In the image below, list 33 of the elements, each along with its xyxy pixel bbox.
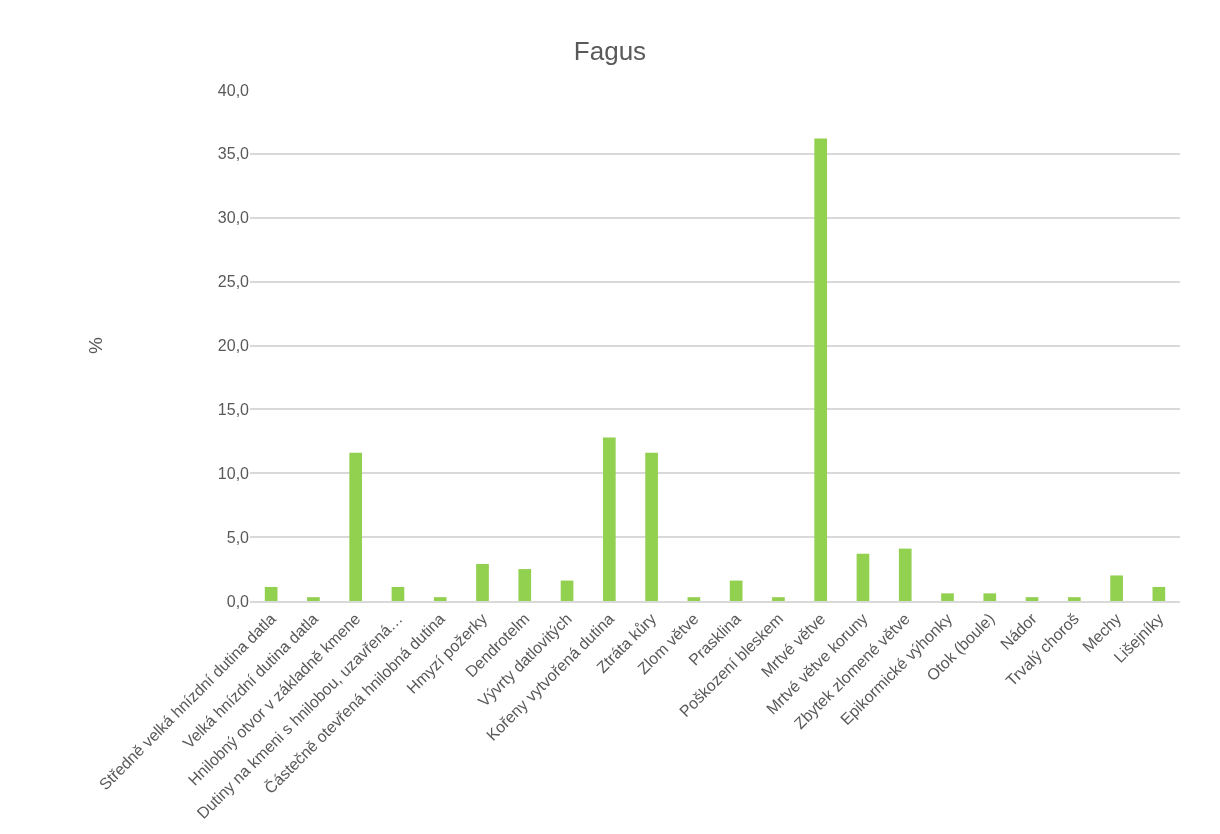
bar bbox=[645, 452, 658, 601]
bar bbox=[1025, 597, 1039, 601]
y-tick-label: 10,0 bbox=[217, 464, 250, 482]
y-tick-label: 0,0 bbox=[226, 592, 250, 610]
bar bbox=[898, 548, 912, 601]
bar bbox=[1152, 586, 1166, 601]
bar bbox=[941, 593, 954, 601]
y-tick-label: 5,0 bbox=[226, 528, 250, 546]
bar bbox=[264, 586, 278, 601]
bar bbox=[518, 569, 532, 601]
bar bbox=[983, 593, 997, 601]
bar bbox=[433, 597, 447, 601]
bar bbox=[476, 563, 489, 601]
bar bbox=[1067, 597, 1081, 601]
bar bbox=[772, 597, 785, 601]
bar bbox=[602, 437, 616, 601]
bar bbox=[687, 597, 701, 601]
y-tick-label: 15,0 bbox=[217, 400, 250, 418]
bar bbox=[814, 138, 828, 601]
y-tick-label: 25,0 bbox=[217, 273, 250, 291]
bar bbox=[856, 553, 870, 601]
y-axis-title: % bbox=[84, 336, 106, 354]
bar bbox=[349, 452, 363, 601]
y-tick-label: 35,0 bbox=[217, 145, 250, 163]
bar bbox=[560, 580, 574, 601]
bar bbox=[1110, 575, 1123, 601]
bar bbox=[729, 580, 743, 601]
chart-title: Fagus bbox=[573, 35, 647, 66]
bar bbox=[307, 597, 320, 601]
bar bbox=[391, 586, 405, 601]
y-tick-label: 30,0 bbox=[217, 209, 250, 227]
y-tick-label: 40,0 bbox=[217, 81, 250, 99]
y-tick-label: 20,0 bbox=[217, 337, 250, 355]
